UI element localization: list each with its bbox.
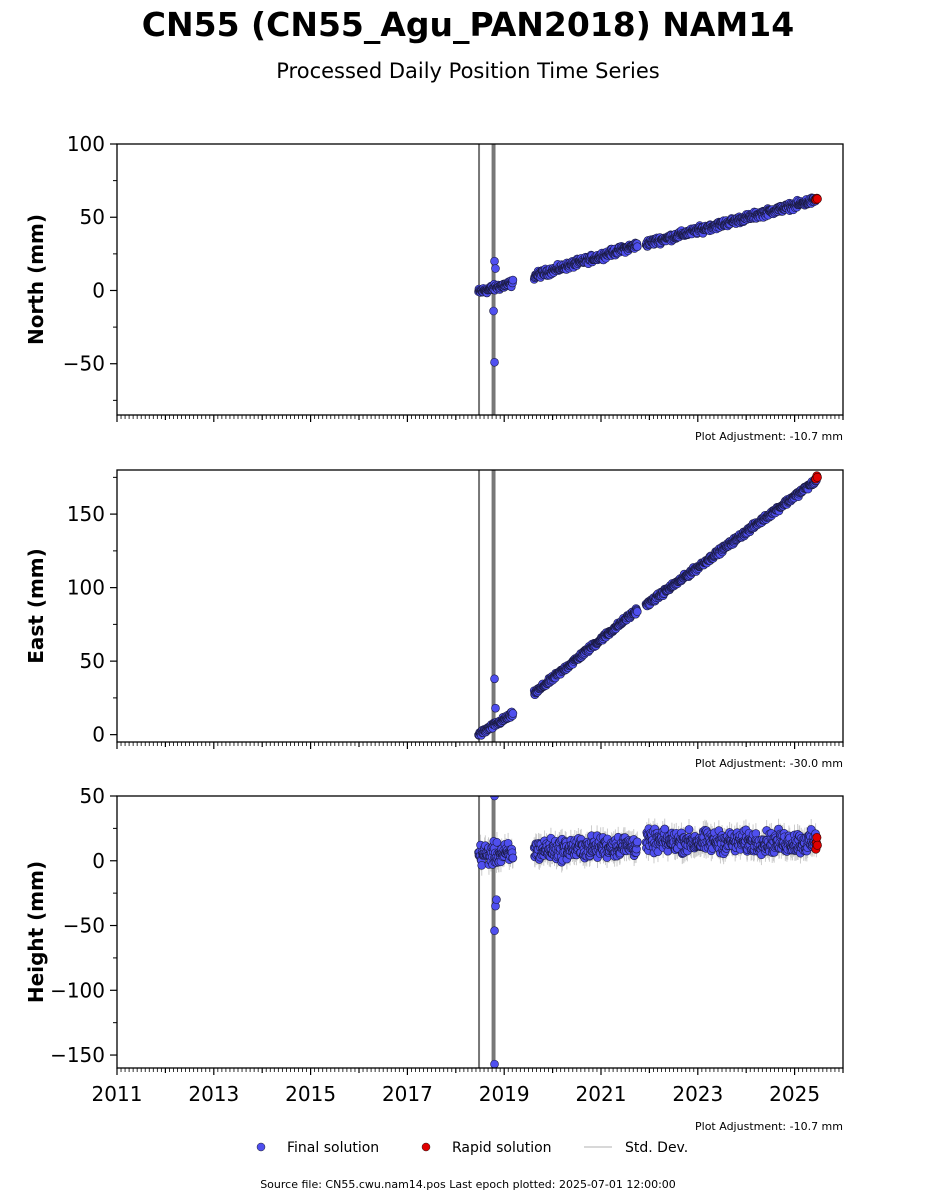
y-axis-label: North (mm)	[24, 214, 48, 345]
final-point-outlier	[490, 357, 499, 367]
final-point	[492, 838, 502, 847]
final-point	[508, 709, 518, 718]
plot-area	[474, 144, 822, 415]
plot-adjustment: Plot Adjustment: -10.7 mm	[695, 430, 843, 443]
y-tick-label: 50	[80, 205, 105, 229]
final-point	[508, 853, 518, 863]
rapid-point	[812, 194, 822, 204]
y-tick-label: 0	[92, 723, 105, 747]
y-tick-label: 100	[67, 132, 105, 156]
final-point-outlier	[491, 703, 500, 713]
final-point	[508, 275, 518, 285]
panel-1: −50 0 50 100 North (mm) Plot Adjustment: -10.…	[24, 132, 844, 443]
y-tick-label: 150	[67, 502, 105, 526]
final-point-outlier	[490, 674, 499, 684]
final-point	[632, 607, 642, 616]
rapid-point	[812, 472, 822, 482]
final-point	[632, 242, 642, 251]
final-point	[684, 825, 694, 834]
final-point-outlier	[489, 306, 498, 316]
final-point	[477, 861, 487, 870]
y-axis-label: East (mm)	[24, 548, 48, 664]
y-tick-label: −50	[63, 352, 105, 376]
figure-subtitle: Processed Daily Position Time Series	[276, 59, 660, 83]
figure-title: CN55 (CN55_Agu_PAN2018) NAM14	[142, 5, 794, 44]
final-point-outlier	[490, 256, 499, 266]
final-point	[660, 824, 670, 834]
plot-area	[474, 470, 822, 742]
y-tick-label: 0	[92, 278, 105, 302]
panel-2: 0 50 100 150 East (mm) Plot Adjustment: -30.0…	[24, 469, 844, 770]
final-point-outlier	[491, 264, 500, 273]
plot-adjustment: Plot Adjustment: -30.0 mm	[695, 757, 843, 770]
y-tick-label: 100	[67, 576, 105, 600]
plot-panels: −50 0 50 100 North (mm) Plot Adjustment: -10.…	[24, 132, 844, 1133]
final-point	[632, 837, 642, 847]
y-tick-label: 50	[80, 649, 105, 673]
plot-area	[474, 796, 822, 1068]
